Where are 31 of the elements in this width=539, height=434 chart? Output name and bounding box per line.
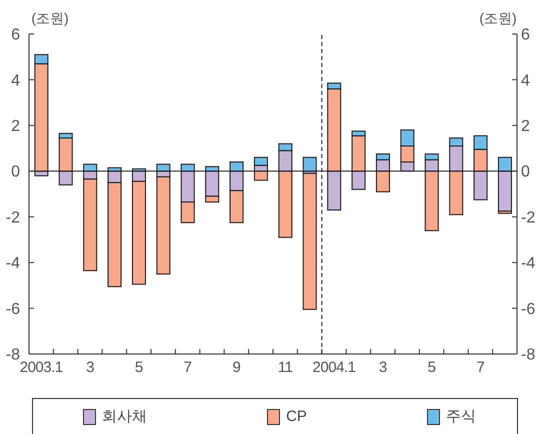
y-tick-label: 6 <box>11 26 20 44</box>
y2-tick-label: -6 <box>521 300 536 318</box>
x-tick-label: 5 <box>134 359 143 376</box>
y2-tick-label: 6 <box>521 26 530 44</box>
y-tick-label: -8 <box>6 346 20 364</box>
y-tick-label: -4 <box>6 255 20 272</box>
x-tick-label: 2004.1 <box>312 359 356 376</box>
legend-label: 주식 <box>446 407 476 426</box>
y2-tick-label: -2 <box>521 209 536 226</box>
y2-tick-label: 4 <box>521 72 530 90</box>
y-tick-label: 2 <box>11 118 20 136</box>
y2-tick-label: 2 <box>521 118 530 136</box>
legend-label: CP <box>286 408 307 425</box>
x-tick-label: 9 <box>232 359 240 376</box>
y2-tick-label: -4 <box>521 255 536 272</box>
x-tick-label: 5 <box>428 359 436 376</box>
x-tick-label: 11 <box>278 359 293 376</box>
y-tick-label: -2 <box>6 209 20 226</box>
y2-tick-label: -8 <box>521 346 536 364</box>
y2-axis-title: (조원) <box>479 10 517 26</box>
x-tick-label: 7 <box>476 359 484 376</box>
y2-tick-label: 0 <box>521 164 530 181</box>
x-tick-label: 3 <box>86 359 94 376</box>
y-tick-label: -6 <box>6 300 20 318</box>
y-tick-label: 4 <box>11 72 20 90</box>
x-tick-label: 2003.1 <box>20 359 63 376</box>
x-tick-label: 7 <box>184 359 192 376</box>
y-tick-label: 0 <box>11 164 20 181</box>
x-tick-label: 3 <box>378 359 387 376</box>
legend-label: 회사채 <box>102 407 147 426</box>
y-axis-title: (조원) <box>31 10 69 26</box>
